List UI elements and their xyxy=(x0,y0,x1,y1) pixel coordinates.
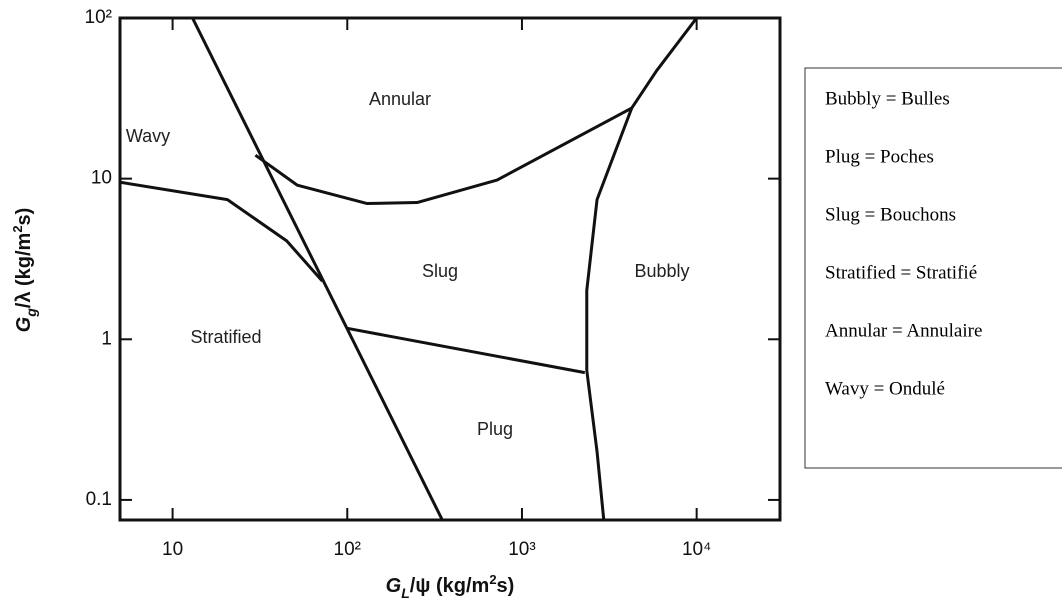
x-tick-label: 10² xyxy=(334,539,361,560)
axis-unit: /ψ (kg/m xyxy=(410,575,490,597)
axis-symbol: G xyxy=(386,575,402,597)
region-label: Bubbly xyxy=(634,261,689,281)
axis-unit: /λ (kg/m xyxy=(13,233,35,309)
y-tick-label: 0.1 xyxy=(86,489,112,510)
legend-line: Wavy = Ondulé xyxy=(825,378,945,399)
region-label: Stratified xyxy=(190,327,261,347)
legend-line: Bubbly = Bulles xyxy=(825,88,950,109)
plot-frame xyxy=(118,16,782,522)
legend-box xyxy=(804,67,1062,469)
axis-symbol: G xyxy=(13,317,35,333)
legend-line: Slug = Bouchons xyxy=(825,204,956,225)
legend-line: Annular = Annulaire xyxy=(825,320,982,341)
y-tick-label: 10 xyxy=(91,168,112,189)
axis-unit: s) xyxy=(13,208,35,226)
axis-superscript: 2 xyxy=(10,225,25,232)
boundary-curve xyxy=(585,18,698,520)
boundary-curve xyxy=(346,326,586,375)
region-label: Plug xyxy=(477,419,513,439)
x-tick-label: 10³ xyxy=(508,539,535,560)
legend-line: Plug = Poches xyxy=(825,146,934,167)
boundary-curve xyxy=(191,18,444,520)
x-tick-label: 10⁴ xyxy=(682,539,711,560)
region-label: Wavy xyxy=(126,126,170,146)
boundary-curve xyxy=(120,180,324,283)
y-tick-label: 10² xyxy=(85,7,112,28)
x-tick-label: 10 xyxy=(162,539,183,560)
axis-subscript: g xyxy=(23,308,39,318)
curves xyxy=(120,18,698,520)
axis-unit: s) xyxy=(497,575,515,597)
region-label: Annular xyxy=(369,89,431,109)
axis-subscript: L xyxy=(401,585,410,601)
region-label: Slug xyxy=(422,261,458,281)
axis-label: GL/ψ (kg/m2s) xyxy=(386,572,515,601)
boundary-curve xyxy=(254,106,633,206)
axis-label: Gg/λ (kg/m2s) xyxy=(10,208,39,333)
legend-line: Stratified = Stratifié xyxy=(825,262,977,283)
y-tick-label: 1 xyxy=(101,328,112,349)
axis-superscript: 2 xyxy=(489,572,496,587)
